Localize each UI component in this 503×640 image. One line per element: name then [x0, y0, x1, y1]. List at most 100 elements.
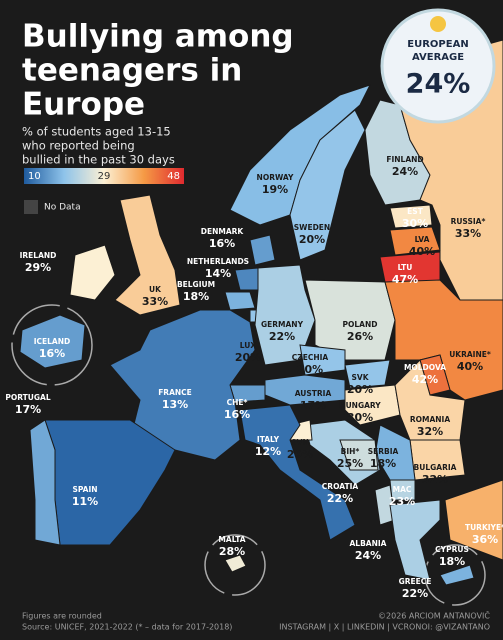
country — [19, 314, 86, 369]
country-name: POLAND — [343, 320, 378, 329]
subtitle-line: bullied in the past 30 days — [22, 153, 175, 167]
country-name: BELGIUM — [177, 280, 215, 289]
country-value: 16% — [224, 408, 250, 421]
country — [389, 499, 441, 581]
country-name: BULGARIA — [414, 463, 457, 472]
country — [29, 419, 61, 546]
country-name: CHE* — [227, 398, 248, 407]
country-value: 30% — [347, 411, 373, 424]
country — [69, 244, 116, 301]
country-value: 40% — [409, 245, 435, 258]
country — [224, 554, 247, 573]
country-name: UK — [149, 285, 162, 294]
country-name: RUSSIA* — [451, 217, 486, 226]
title-line: Europe — [22, 87, 145, 123]
country-value: 18% — [370, 457, 396, 470]
country-name: BIH* — [341, 447, 360, 456]
country-name: SPAIN — [72, 485, 97, 494]
country-name: MALTA — [218, 535, 245, 544]
legend-tick-label: 48 — [167, 171, 180, 182]
country-name: DENMARK — [201, 227, 245, 236]
badge-emoji — [430, 16, 446, 32]
badge-ring — [380, 8, 496, 124]
subtitle-line: % of students aged 13-15 — [22, 125, 171, 139]
country — [394, 359, 466, 441]
country-value: 33% — [142, 295, 168, 308]
country — [109, 309, 256, 461]
country-value: 24% — [392, 165, 418, 178]
country-value: 40% — [457, 360, 483, 373]
country — [389, 226, 441, 256]
badge-label: EUROPEAN — [407, 39, 468, 50]
badge-value: 24% — [406, 69, 471, 100]
country — [444, 479, 503, 561]
country-value: 33% — [455, 227, 481, 240]
country-name: MOLDOVA — [404, 363, 446, 372]
country-name: AUSTRIA — [295, 389, 332, 398]
country-name: SERBIA — [368, 447, 399, 456]
badge-label: AVERAGE — [412, 52, 464, 63]
country-name: NORWAY — [257, 173, 294, 182]
country-value: 36% — [472, 533, 498, 546]
country-value: 32% — [422, 473, 448, 486]
country-name: SVN — [291, 438, 308, 447]
country-value: 32% — [417, 425, 443, 438]
country-name: NETHERLANDS — [187, 257, 249, 266]
country-name: LTU — [398, 263, 413, 272]
country-value: 18% — [183, 290, 209, 303]
country-name: UKRAINE* — [449, 350, 491, 359]
country-value: 20% — [297, 363, 323, 376]
country-value: 17% — [300, 399, 326, 412]
country-value: 20% — [347, 383, 373, 396]
country-value: 12% — [255, 445, 281, 458]
country-value: 20% — [235, 351, 261, 364]
country-name: ROMANIA — [410, 415, 450, 424]
country-value: 29% — [287, 448, 313, 461]
country-name: SWEDEN — [294, 223, 330, 232]
country-value: 17% — [15, 403, 41, 416]
country-value: 24% — [355, 549, 381, 562]
no-data-label: No Data — [44, 203, 81, 213]
country — [299, 344, 346, 376]
country-name: EST — [407, 207, 424, 216]
country — [239, 404, 356, 541]
no-data-swatch — [24, 200, 38, 214]
country-value: 42% — [412, 373, 438, 386]
legend-scale — [24, 168, 184, 184]
country-value: 11% — [72, 495, 98, 508]
country-name: CZECHIA — [292, 353, 329, 362]
country-name: LUX — [240, 341, 257, 350]
country-value: 20% — [299, 233, 325, 246]
country-name: HUNGARY — [339, 401, 381, 410]
country — [229, 84, 371, 226]
country-name: PORTUGAL — [5, 393, 50, 402]
title-line: Bullying among — [22, 19, 294, 55]
footer-credit: ©2026 ARCIOM ANTANOVIČ — [378, 610, 490, 621]
country — [224, 291, 256, 311]
country — [344, 384, 401, 426]
country — [389, 204, 433, 229]
country — [344, 359, 391, 389]
country-name: LVA — [415, 235, 430, 244]
country-name: GERMANY — [261, 320, 304, 329]
country-value: 23% — [389, 495, 415, 508]
country — [339, 439, 379, 471]
country-value: 22% — [327, 492, 353, 505]
country-name: MAC — [393, 485, 412, 494]
country — [249, 234, 276, 266]
inset-ring — [204, 534, 266, 596]
badge — [382, 10, 494, 122]
country-value: 28% — [219, 545, 245, 558]
country-value: 22% — [402, 587, 428, 600]
country-name: ICELAND — [34, 337, 71, 346]
country-value: 16% — [209, 237, 235, 250]
country-value: 30% — [402, 217, 428, 230]
country-value: 16% — [39, 347, 65, 360]
country-name: TURKIYE* — [465, 523, 503, 532]
country-name: CYPRUS — [435, 545, 469, 554]
country-value: 29% — [25, 261, 51, 274]
country-name: FINLAND — [386, 155, 423, 164]
country-value: 22% — [269, 330, 295, 343]
subtitle-line: who reported being — [22, 139, 135, 153]
